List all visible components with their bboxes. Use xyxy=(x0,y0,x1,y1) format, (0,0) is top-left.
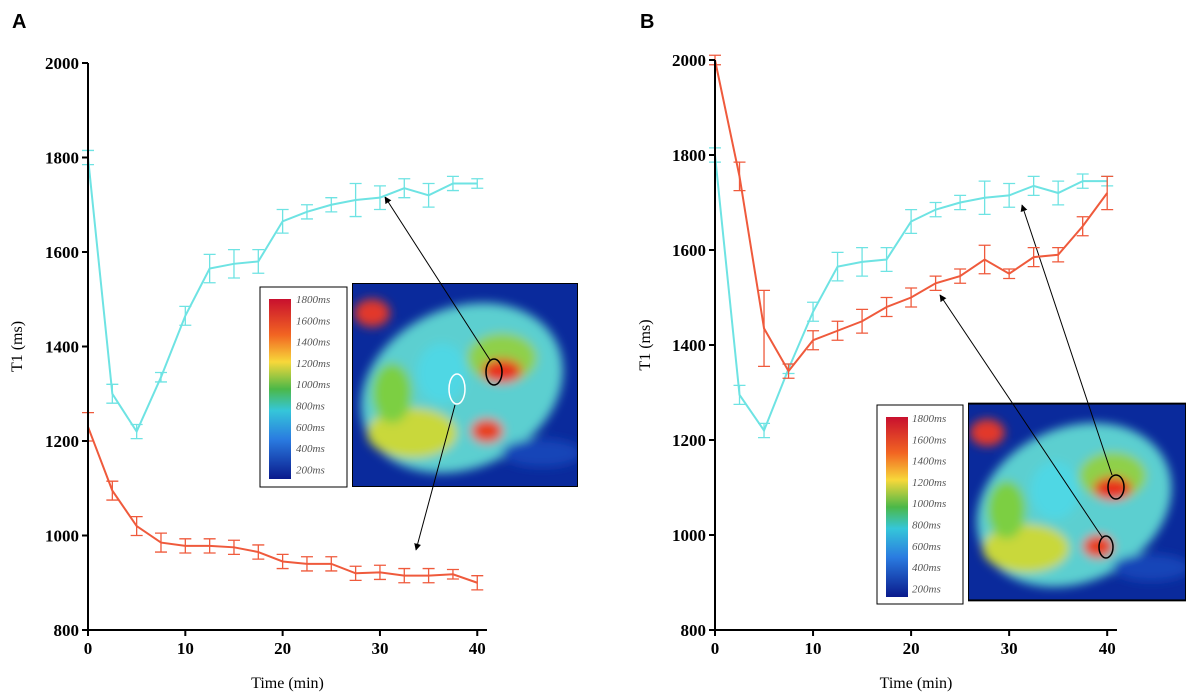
colorbar-label: 400ms xyxy=(912,562,941,574)
colorbar-label: 400ms xyxy=(296,443,325,455)
y-tick-label: 2000 xyxy=(45,54,79,73)
x-tick-label: 20 xyxy=(903,639,920,658)
colorbar-label: 800ms xyxy=(296,401,325,413)
y-tick-label: 1400 xyxy=(45,338,79,357)
x-tick-label: 40 xyxy=(1099,639,1116,658)
y-tick-label: 1600 xyxy=(45,243,79,262)
y-axis-label: T1 (ms) xyxy=(637,319,654,370)
panel-label: B xyxy=(640,11,654,33)
colorbar-label: 200ms xyxy=(912,583,941,595)
x-tick-label: 10 xyxy=(177,639,194,658)
page: {"chart_data":[ {"type":"line","panel_la… xyxy=(0,0,1186,693)
y-tick-label: 1800 xyxy=(45,149,79,168)
y-tick-label: 1200 xyxy=(45,432,79,451)
y-tick-label: 800 xyxy=(681,621,707,640)
colorbar-label: 1200ms xyxy=(296,358,330,370)
colorbar-label: 1000ms xyxy=(912,498,946,510)
colorbar-label: 800ms xyxy=(912,520,941,532)
colorbar-label: 600ms xyxy=(296,422,325,434)
colorbar-label: 600ms xyxy=(912,541,941,553)
x-tick-label: 0 xyxy=(84,639,93,658)
y-tick-label: 1000 xyxy=(672,526,706,545)
x-tick-label: 30 xyxy=(1001,639,1018,658)
x-axis-label: Time (min) xyxy=(880,675,953,692)
y-axis-label: T1 (ms) xyxy=(9,321,26,372)
colorbar-label: 1400ms xyxy=(912,456,946,468)
colorbar-label: 1000ms xyxy=(296,379,330,391)
x-tick-label: 0 xyxy=(711,639,720,658)
t1-map xyxy=(333,271,591,505)
x-tick-label: 40 xyxy=(469,639,486,658)
x-axis-label: Time (min) xyxy=(251,675,324,692)
x-tick-label: 10 xyxy=(805,639,822,658)
colorbar xyxy=(269,299,291,479)
colorbar-label: 1200ms xyxy=(912,477,946,489)
y-tick-label: 1400 xyxy=(672,336,706,355)
x-tick-label: 30 xyxy=(371,639,388,658)
x-tick-label: 20 xyxy=(274,639,291,658)
y-tick-label: 2000 xyxy=(672,51,706,70)
colorbar-label: 1800ms xyxy=(296,294,330,306)
t1-map xyxy=(950,392,1186,617)
y-tick-label: 1800 xyxy=(672,146,706,165)
panel-label: A xyxy=(12,11,26,33)
colorbar-label: 200ms xyxy=(296,464,325,476)
colorbar-label: 1600ms xyxy=(296,315,330,327)
colorbar-label: 1800ms xyxy=(912,413,946,425)
colorbar-label: 1400ms xyxy=(296,337,330,349)
colorbar-label: 1600ms xyxy=(912,434,946,446)
y-tick-label: 800 xyxy=(54,621,80,640)
y-tick-label: 1000 xyxy=(45,527,79,546)
colorbar xyxy=(886,417,908,597)
y-tick-label: 1200 xyxy=(672,431,706,450)
figure: 800 1000 1200 1400 1600 1800 2000 0 10 20 30 40 A Tim… xyxy=(0,0,1186,693)
y-tick-label: 1600 xyxy=(672,241,706,260)
